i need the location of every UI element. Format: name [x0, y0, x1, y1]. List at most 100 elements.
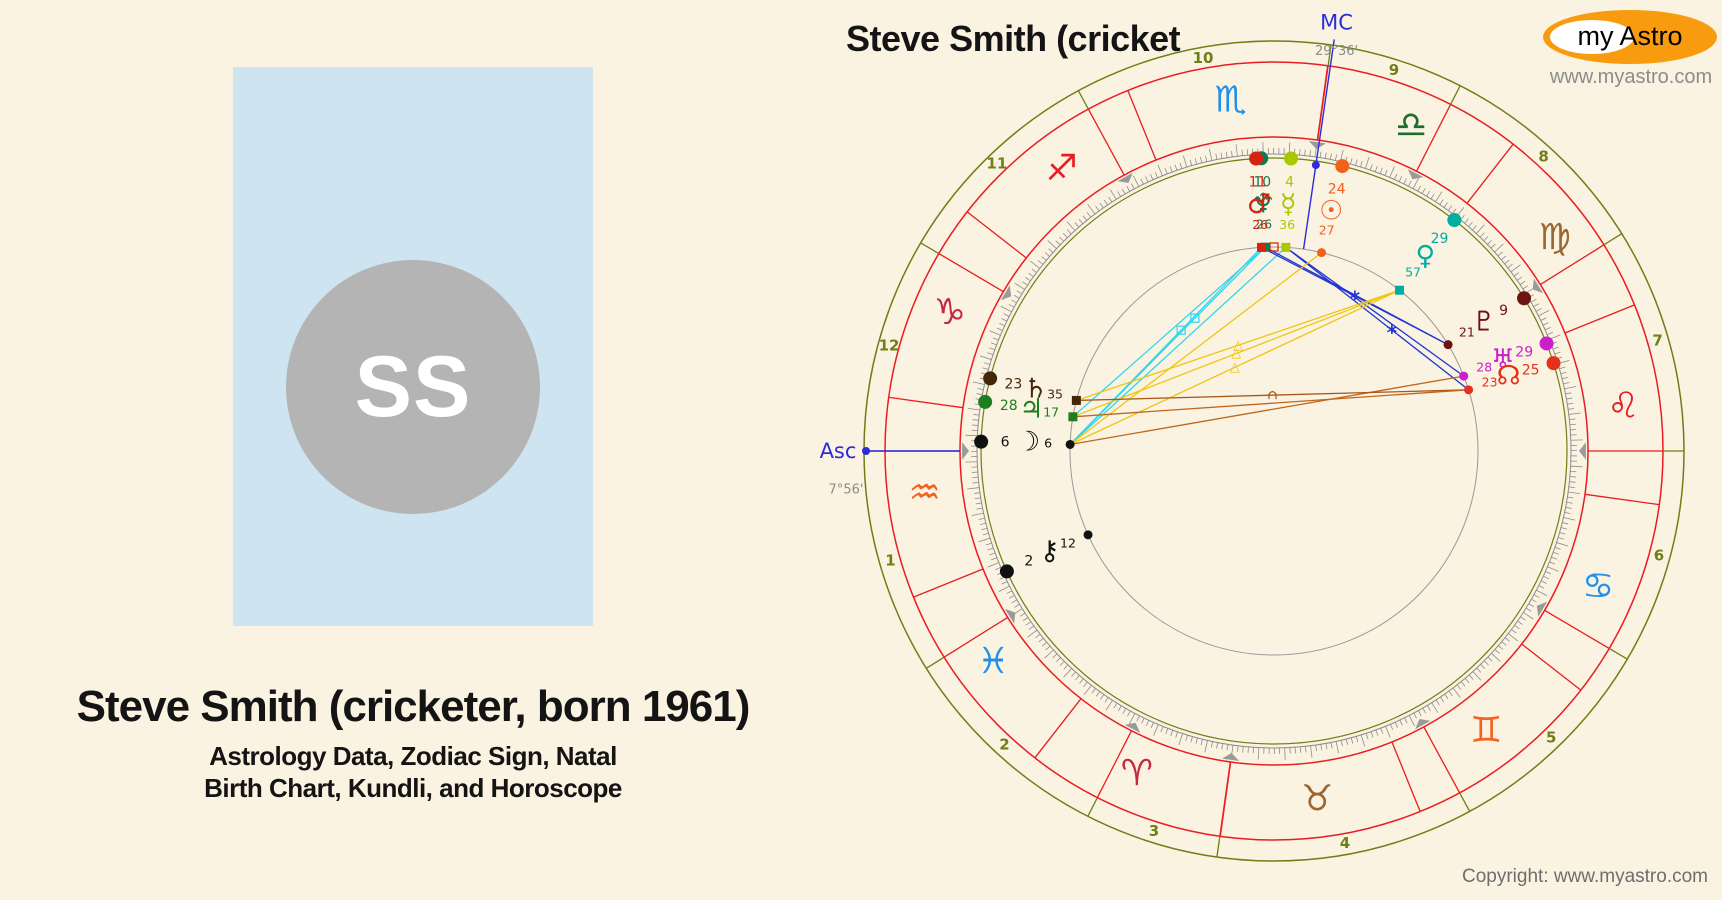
degree-tick — [1426, 705, 1431, 711]
degree-tick — [1558, 537, 1564, 540]
degree-tick — [1122, 708, 1127, 714]
degree-tick — [1011, 299, 1017, 304]
logo-white-oval — [1550, 20, 1634, 54]
degree-tick — [1447, 205, 1453, 211]
degree-tick — [1563, 382, 1570, 385]
degree-tick — [1325, 743, 1328, 750]
degree-tick — [1430, 193, 1435, 200]
degree-tick — [1001, 318, 1008, 322]
degree-tick — [1490, 243, 1496, 249]
degree-tick — [1384, 169, 1388, 176]
cusp-arrow — [1117, 172, 1133, 183]
copyright-text: Copyright: www.myastro.com — [1461, 866, 1708, 887]
house-number-5: 5 — [1546, 729, 1556, 747]
house-separator — [1603, 233, 1623, 246]
house-number-7: 7 — [1652, 332, 1662, 350]
degree-tick — [1200, 739, 1203, 746]
degree-tick — [982, 532, 989, 536]
zodiac-outer-circle — [884, 61, 1664, 841]
planet-ring-dot-saturn — [983, 371, 998, 386]
degree-tick — [1150, 174, 1154, 180]
asc-dot — [862, 447, 870, 455]
myastro-logo[interactable]: my Astro — [1543, 10, 1717, 64]
degree-tick — [1560, 371, 1567, 375]
aspect-line-saturn-venus — [1076, 289, 1400, 402]
degree-tick — [1320, 744, 1323, 751]
degree-tick — [1027, 629, 1038, 638]
degree-tick — [991, 557, 998, 561]
degree-tick — [1055, 240, 1061, 246]
degree-tick — [1417, 710, 1422, 717]
degree-tick — [1309, 150, 1311, 157]
planet-minute-node: 23 — [1482, 375, 1498, 390]
planet-minute-venus: 57 — [1405, 264, 1421, 279]
degree-tick — [1194, 158, 1198, 165]
sign-boundary — [1127, 90, 1157, 161]
degree-tick — [1182, 155, 1188, 168]
degree-tick — [1052, 653, 1058, 659]
degree-tick — [1154, 172, 1158, 178]
degree-tick — [1536, 589, 1548, 597]
planet-minute-chiron: 12 — [1060, 535, 1076, 550]
house-cusp — [1219, 761, 1231, 837]
degree-tick — [1095, 691, 1101, 697]
degree-tick — [1063, 668, 1073, 678]
degree-tick — [1535, 308, 1542, 312]
degree-tick — [1464, 678, 1470, 684]
degree-tick — [1538, 585, 1545, 589]
degree-tick — [1413, 712, 1417, 719]
aspect-glyph-quincunx — [1268, 391, 1277, 400]
degree-tick — [1190, 736, 1193, 743]
degree-tick — [1047, 240, 1057, 250]
planet-degree-mars: 11 — [1249, 175, 1267, 191]
degree-tick — [1443, 202, 1448, 208]
degree-tick — [1247, 746, 1249, 753]
house-separator — [1087, 797, 1098, 817]
planet-glyph-uranus: ♅ — [1491, 344, 1515, 375]
house-cusp — [1539, 244, 1605, 286]
degree-tick-circle — [976, 153, 1572, 749]
zodiac-sign-leo: ♌ — [1607, 386, 1639, 427]
degree-tick — [1517, 620, 1523, 625]
degree-tick — [1074, 222, 1080, 228]
degree-tick — [1556, 542, 1569, 547]
planet-degree-uranus: 29 — [1515, 344, 1533, 360]
chart-title: Steve Smith (cricket — [846, 18, 1181, 59]
house-cusp — [1087, 108, 1125, 176]
planet-marker-chiron — [1083, 530, 1093, 540]
degree-tick — [1016, 290, 1023, 295]
cusp-arrow — [1000, 285, 1012, 301]
degree-tick — [1476, 667, 1482, 673]
house-number-10: 10 — [1193, 49, 1214, 67]
degree-tick — [1025, 277, 1031, 282]
degree-tick — [1121, 188, 1126, 195]
degree-tick — [1169, 166, 1173, 173]
degree-tick — [1365, 156, 1370, 169]
degree-tick — [1185, 735, 1188, 741]
degree-tick — [1545, 327, 1551, 331]
degree-tick — [1099, 202, 1104, 209]
degree-tick — [1394, 173, 1398, 180]
avatar-initials: SS — [354, 338, 472, 435]
degree-tick — [1044, 649, 1054, 659]
degree-tick — [1435, 699, 1440, 706]
degree-tick — [1031, 268, 1037, 273]
degree-tick — [1075, 675, 1080, 681]
zodiac-sign-pisces: ♓ — [977, 641, 1009, 682]
house-number-12: 12 — [879, 337, 900, 355]
house-separator — [1216, 836, 1221, 858]
degree-tick — [1001, 581, 1008, 585]
degree-tick — [1487, 239, 1492, 245]
degree-tick — [1019, 612, 1026, 617]
degree-tick — [1569, 423, 1576, 426]
sign-boundary — [913, 568, 984, 598]
aspect-line-jupiter-neptune — [1072, 246, 1266, 418]
degree-tick — [1360, 734, 1366, 747]
degree-tick — [1472, 671, 1482, 681]
degree-tick — [1221, 743, 1224, 750]
mc-dot — [1311, 161, 1320, 170]
degree-tick — [1545, 571, 1552, 575]
house-separator — [1450, 85, 1461, 105]
planet-ring-circle — [980, 157, 1568, 745]
degree-tick — [1540, 317, 1547, 321]
